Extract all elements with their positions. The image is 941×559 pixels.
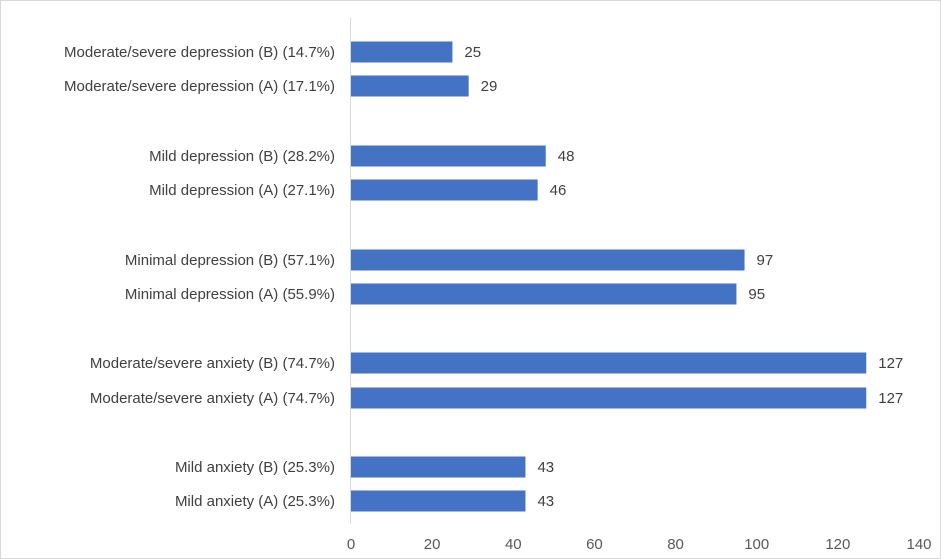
x-axis-ticks-group: 0 20 40 60 80 100 120 140	[347, 536, 932, 553]
bar	[351, 249, 745, 271]
bars-group	[351, 41, 867, 512]
category-label: Minimal depression (A) (55.9%)	[125, 286, 335, 303]
bar	[351, 75, 469, 97]
category-label: Mild depression (A) (27.1%)	[149, 182, 335, 199]
category-label: Mild anxiety (A) (25.3%)	[175, 493, 335, 510]
bar	[351, 41, 453, 63]
x-tick-label: 0	[347, 536, 355, 553]
data-label: 46	[550, 182, 567, 199]
data-label: 29	[481, 78, 498, 95]
data-label: 95	[748, 286, 765, 303]
category-label: Minimal depression (B) (57.1%)	[125, 252, 335, 269]
data-label: 97	[757, 252, 774, 269]
x-tick-label: 40	[505, 536, 522, 553]
bar	[351, 179, 538, 201]
category-labels-group: Moderate/severe depression (B) (14.7%) Mo…	[64, 44, 335, 510]
data-label: 48	[558, 148, 575, 165]
data-label: 43	[537, 459, 554, 476]
category-label: Moderate/severe anxiety (B) (74.7%)	[90, 355, 335, 372]
x-tick-label: 80	[667, 536, 684, 553]
x-tick-label: 20	[424, 536, 441, 553]
category-label: Moderate/severe anxiety (A) (74.7%)	[90, 390, 335, 407]
data-label: 127	[878, 355, 903, 372]
category-label: Mild anxiety (B) (25.3%)	[175, 459, 335, 476]
data-label: 127	[878, 390, 903, 407]
category-label: Moderate/severe depression (B) (14.7%)	[64, 44, 335, 61]
x-tick-label: 100	[744, 536, 769, 553]
bar	[351, 456, 526, 478]
bar	[351, 387, 867, 409]
category-label: Moderate/severe depression (A) (17.1%)	[64, 78, 335, 95]
data-label: 25	[464, 44, 481, 61]
bar	[351, 490, 526, 512]
x-tick-label: 140	[906, 536, 931, 553]
bar	[351, 145, 546, 167]
category-label: Mild depression (B) (28.2%)	[149, 148, 335, 165]
x-tick-label: 60	[586, 536, 603, 553]
data-label: 43	[537, 493, 554, 510]
bar	[351, 352, 867, 374]
bar	[351, 283, 737, 305]
x-tick-label: 120	[825, 536, 850, 553]
